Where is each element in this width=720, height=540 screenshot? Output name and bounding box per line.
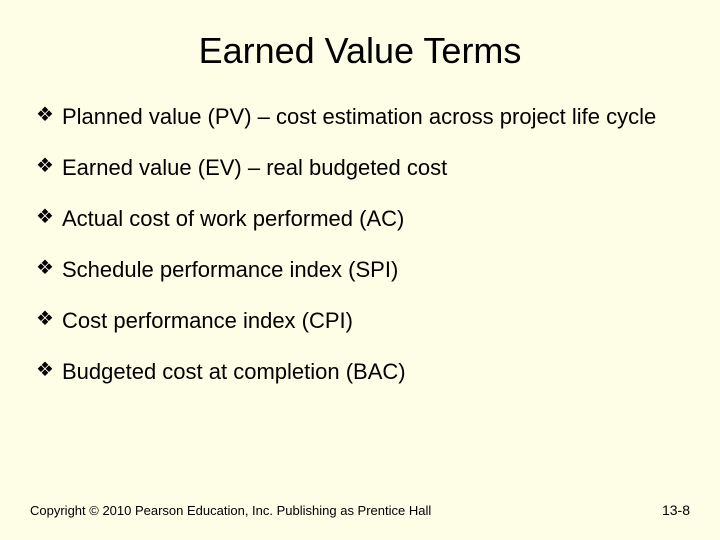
slide: Earned Value Terms ❖ Planned value (PV) … (0, 0, 720, 540)
list-item: ❖ Actual cost of work performed (AC) (36, 202, 690, 235)
diamond-bullet-icon: ❖ (36, 253, 54, 283)
copyright-text: Copyright © 2010 Pearson Education, Inc.… (30, 503, 431, 518)
page-number: 13-8 (662, 502, 690, 518)
bullet-text: Budgeted cost at completion (BAC) (62, 359, 406, 384)
diamond-bullet-icon: ❖ (36, 202, 54, 232)
slide-footer: Copyright © 2010 Pearson Education, Inc.… (30, 502, 690, 518)
diamond-bullet-icon: ❖ (36, 304, 54, 334)
diamond-bullet-icon: ❖ (36, 100, 54, 130)
bullet-text: Planned value (PV) – cost estimation acr… (62, 104, 656, 129)
list-item: ❖ Planned value (PV) – cost estimation a… (36, 100, 690, 133)
bullet-text: Cost performance index (CPI) (62, 308, 353, 333)
list-item: ❖ Budgeted cost at completion (BAC) (36, 355, 690, 388)
bullet-text: Schedule performance index (SPI) (62, 257, 398, 282)
list-item: ❖ Schedule performance index (SPI) (36, 253, 690, 286)
diamond-bullet-icon: ❖ (36, 355, 54, 385)
diamond-bullet-icon: ❖ (36, 151, 54, 181)
bullet-text: Actual cost of work performed (AC) (62, 206, 404, 231)
bullet-list: ❖ Planned value (PV) – cost estimation a… (30, 100, 690, 388)
list-item: ❖ Earned value (EV) – real budgeted cost (36, 151, 690, 184)
list-item: ❖ Cost performance index (CPI) (36, 304, 690, 337)
slide-title: Earned Value Terms (30, 30, 690, 72)
bullet-text: Earned value (EV) – real budgeted cost (62, 155, 447, 180)
